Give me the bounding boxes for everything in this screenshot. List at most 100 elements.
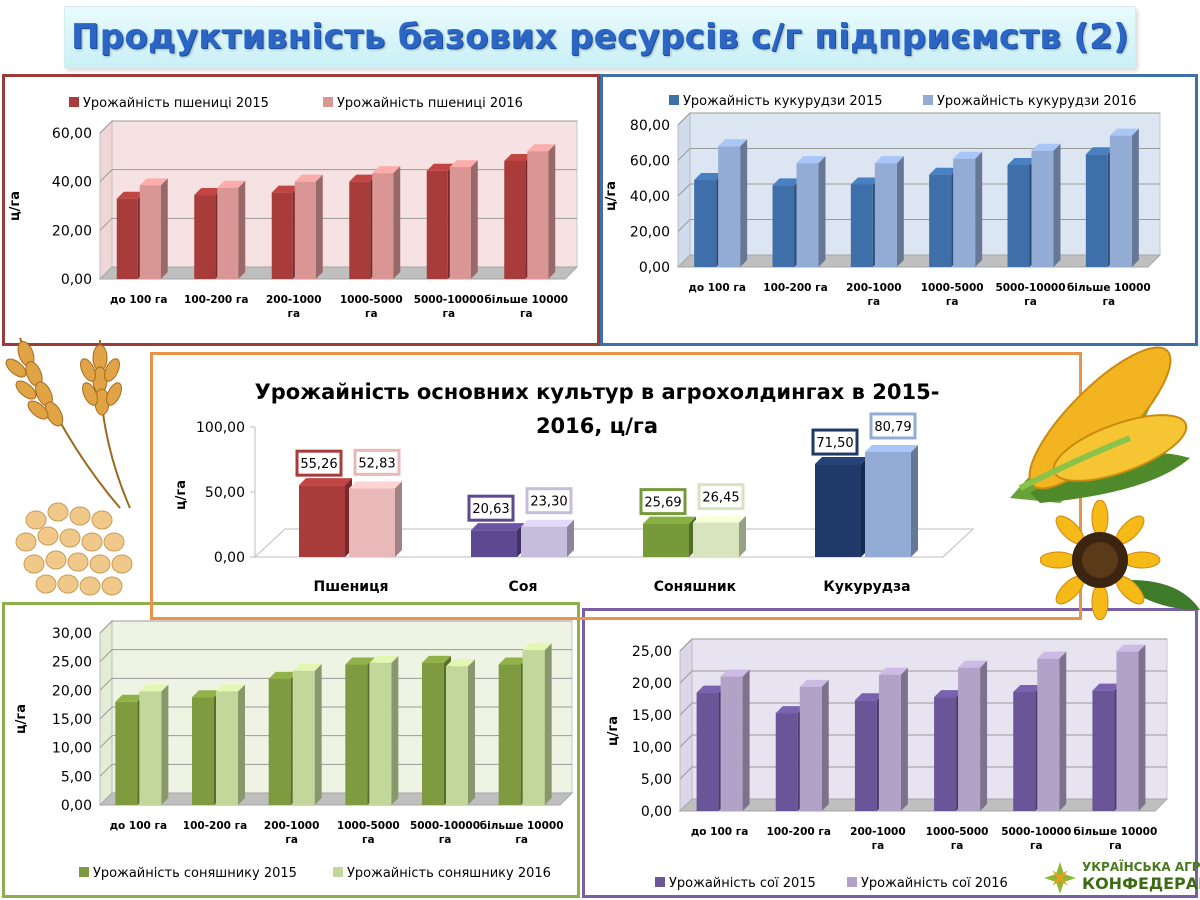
x-tick-label: до 100 га (688, 282, 746, 294)
x-tick-label: 100-200 га (184, 294, 248, 306)
x-tick-label: 1000-5000 га (926, 826, 989, 852)
main-bar-2015 (471, 523, 524, 557)
main-bar-2016 (521, 519, 574, 557)
y-tick-label: 20,00 (52, 683, 92, 699)
y-tick-label: 25,00 (52, 655, 92, 671)
legend-item: Урожайність пшениці 2015 (69, 96, 269, 111)
legend-item: Урожайність сої 2015 (655, 876, 816, 891)
bar-sunflower-2 (292, 663, 322, 805)
page-title: Продуктивність базових ресурсів с/г підп… (71, 17, 1129, 57)
gridline (679, 638, 1167, 652)
svg-text:20,63: 20,63 (472, 502, 509, 517)
x-tick-label: 200-1000 га (850, 826, 906, 852)
y-tick-label: 25,00 (632, 644, 672, 660)
main-chart-title-line2: 2016, ц/га (536, 414, 658, 438)
main-bar-2015 (299, 478, 352, 557)
y-tick-label: 20,00 (632, 676, 672, 692)
bar-soy-2 (878, 667, 908, 811)
gridline (677, 183, 1160, 197)
y-tick-label: 5,00 (61, 769, 92, 785)
x-tick-label: 1000-5000 га (340, 294, 403, 320)
soy-panel: 0,00 5,00 10,00 15,00 20,00 25,00 ц/га до 100 г… (582, 608, 1198, 898)
y-tick-label: 100,00 (196, 420, 245, 436)
gridline (679, 766, 1167, 780)
bar-wheat-2 (527, 144, 556, 279)
bar-wheat-2 (294, 174, 323, 279)
x-tick-label: 100-200 га (763, 282, 827, 294)
gridline (679, 734, 1167, 748)
main-bar-2016 (693, 515, 746, 557)
data-label: 55,26 (295, 449, 343, 477)
x-tick-label: 100-200 га (767, 826, 831, 838)
legend-label: Урожайність кукурудзи 2016 (937, 94, 1136, 109)
bar-sunflower-2 (139, 684, 169, 805)
bar-corn-2 (953, 151, 983, 267)
x-tick-label: 200-1000 га (846, 282, 902, 308)
bar-wheat-2 (217, 180, 246, 279)
y-tick-label: 80,00 (630, 118, 670, 134)
bar-soy-2 (720, 669, 750, 811)
corn-chart: 0,00 20,00 40,00 60,00 80,00 ц/га до 100 га 100… (604, 94, 1162, 308)
bar-soy-2 (1116, 644, 1146, 811)
bar-wheat-2 (449, 160, 478, 279)
y-tick-label: 20,00 (630, 225, 670, 241)
svg-text:23,30: 23,30 (530, 495, 567, 510)
gridline (99, 763, 572, 777)
sunflower-chart: 0,00 5,00 10,00 15,00 20,00 25,00 30,00 ц/га до … (14, 619, 574, 881)
x-tick-label: Кукурудза (823, 579, 910, 595)
data-label: 52,83 (353, 448, 401, 476)
title-banner: Продуктивність базових ресурсів с/г підп… (64, 6, 1136, 68)
data-label: 71,50 (811, 428, 859, 456)
brand-line2: КОНФЕДЕРАЦІЯ (1082, 874, 1200, 893)
legend-label: Урожайність сої 2015 (669, 876, 816, 891)
bar-corn-2 (718, 139, 748, 267)
x-tick-label: більше 10000 га (480, 820, 564, 846)
wheat-chart: 0,00 20,00 40,00 60,00 ц/га до 100 га 100-200 … (8, 96, 579, 320)
y-tick-label: 60,00 (630, 154, 670, 170)
svg-text:26,45: 26,45 (702, 491, 739, 506)
x-tick-label: 5000-10000 га (414, 294, 484, 320)
x-tick-label: Соя (509, 579, 538, 595)
bar-wheat-2 (372, 166, 401, 279)
bar-soy-2 (958, 660, 988, 811)
soybeans-illustration (15, 502, 133, 596)
y-tick-label: 30,00 (52, 626, 92, 642)
main-chart-title-line1: Урожайність основних культур в агрохолди… (255, 380, 940, 404)
sunflower-panel: 0,00 5,00 10,00 15,00 20,00 25,00 30,00 ц/га до … (2, 602, 580, 898)
data-label: 26,45 (697, 483, 745, 511)
legend-item: Урожайність сої 2016 (847, 876, 1008, 891)
gridline (677, 148, 1160, 161)
y-axis-label: ц/га (604, 181, 619, 211)
gridline (677, 219, 1160, 232)
data-label: 25,69 (639, 488, 687, 516)
main-bar-2016 (865, 444, 918, 557)
svg-text:71,50: 71,50 (816, 436, 853, 451)
y-tick-label: 40,00 (630, 189, 670, 205)
legend-item: Урожайність соняшнику 2015 (79, 866, 297, 881)
gridline (99, 169, 577, 183)
y-tick-label: 0,00 (641, 804, 672, 820)
x-tick-label: до 100 га (691, 826, 749, 838)
main-bar-2015 (815, 457, 868, 557)
y-axis-label: ц/га (14, 704, 29, 734)
data-label: 80,79 (869, 412, 917, 440)
bar-corn-2 (1109, 128, 1139, 267)
y-tick-label: 0,00 (61, 272, 92, 288)
legend-label: Урожайність кукурудзи 2015 (683, 94, 882, 109)
wheat-ears-illustration (5, 337, 131, 509)
bar-corn-1 (1007, 157, 1037, 267)
y-tick-label: 0,00 (61, 798, 92, 814)
svg-text:52,83: 52,83 (358, 456, 395, 471)
y-tick-label: 10,00 (52, 741, 92, 757)
gridline (99, 120, 577, 134)
legend-label: Урожайність сої 2016 (861, 876, 1008, 891)
data-label: 20,63 (467, 494, 515, 522)
legend-label: Урожайність соняшнику 2015 (93, 866, 297, 881)
bar-corn-2 (874, 156, 904, 267)
y-axis-label: ц/га (8, 191, 23, 221)
svg-text:80,79: 80,79 (874, 420, 911, 435)
gridline (99, 217, 577, 231)
x-tick-label: більше 10000 га (1067, 282, 1151, 308)
brand-logo: УКРАЇНСЬКА АГРАРНА КОНФЕДЕРАЦІЯ (1040, 856, 1200, 900)
wheat-panel: 0,00 20,00 40,00 60,00 ц/га до 100 га 100-200 … (2, 74, 600, 346)
